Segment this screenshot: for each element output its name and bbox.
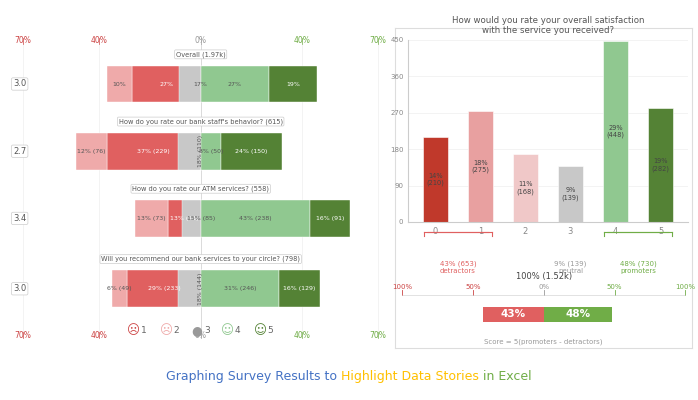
Text: 9% (139)
neutral: 9% (139) neutral bbox=[554, 260, 586, 274]
Text: 2: 2 bbox=[174, 326, 179, 335]
Text: 3.4: 3.4 bbox=[13, 214, 27, 223]
Text: 27%: 27% bbox=[159, 82, 173, 86]
Text: 18%
(275): 18% (275) bbox=[471, 160, 489, 173]
Bar bbox=[178, 133, 201, 170]
Text: 40%: 40% bbox=[294, 36, 311, 45]
Text: 48% (730)
promoters: 48% (730) promoters bbox=[620, 260, 656, 274]
Bar bbox=[127, 270, 201, 307]
Text: 29%
(448): 29% (448) bbox=[607, 125, 625, 138]
Text: 31% (246): 31% (246) bbox=[224, 286, 256, 291]
Bar bbox=[201, 200, 310, 237]
Text: 2.7: 2.7 bbox=[13, 147, 27, 156]
Bar bbox=[544, 307, 611, 322]
Text: 50%: 50% bbox=[607, 284, 623, 290]
Text: 18% (144): 18% (144) bbox=[198, 273, 203, 305]
Bar bbox=[310, 200, 350, 237]
Text: 43% (238): 43% (238) bbox=[239, 216, 272, 221]
Text: 29% (233): 29% (233) bbox=[147, 286, 180, 291]
Text: 13% (71): 13% (71) bbox=[170, 216, 198, 221]
Bar bbox=[76, 133, 107, 170]
Text: Score = 5(promoters - detractors): Score = 5(promoters - detractors) bbox=[484, 338, 603, 345]
Bar bbox=[201, 66, 269, 102]
Text: 15% (85): 15% (85) bbox=[186, 216, 215, 221]
Text: 12% (76): 12% (76) bbox=[77, 149, 106, 154]
Bar bbox=[132, 66, 201, 102]
Bar bbox=[269, 66, 318, 102]
Text: 8% (50): 8% (50) bbox=[199, 149, 223, 154]
Text: ☹: ☹ bbox=[127, 324, 140, 337]
Bar bbox=[603, 41, 628, 222]
Text: 43%: 43% bbox=[500, 310, 526, 320]
Text: 40%: 40% bbox=[294, 331, 311, 340]
Text: 14%
(210): 14% (210) bbox=[426, 173, 445, 186]
Bar bbox=[107, 133, 201, 170]
Text: 43% (653)
detractors: 43% (653) detractors bbox=[440, 260, 476, 274]
Text: 50%: 50% bbox=[465, 284, 481, 290]
Bar bbox=[107, 66, 132, 102]
Text: 6% (49): 6% (49) bbox=[107, 286, 132, 291]
Text: How do you rate our ATM services? (558): How do you rate our ATM services? (558) bbox=[132, 186, 269, 192]
Text: 100%: 100% bbox=[675, 284, 695, 290]
Bar bbox=[201, 133, 223, 170]
Text: 40%: 40% bbox=[91, 36, 107, 45]
Bar bbox=[648, 108, 673, 222]
Text: 4: 4 bbox=[235, 326, 240, 335]
Text: 37% (229): 37% (229) bbox=[138, 149, 170, 154]
Title: How would you rate your overall satisfaction
with the service you received?: How would you rate your overall satisfac… bbox=[452, 16, 644, 35]
Text: 3.0: 3.0 bbox=[13, 284, 27, 293]
Text: Overall (1.97k): Overall (1.97k) bbox=[176, 51, 225, 58]
Bar bbox=[423, 137, 447, 222]
Text: 100% (1.52k): 100% (1.52k) bbox=[516, 272, 572, 281]
Text: Will you recommend our bank services to your circle? (798): Will you recommend our bank services to … bbox=[101, 256, 300, 262]
Text: 18% (110): 18% (110) bbox=[198, 135, 203, 167]
Text: 16% (129): 16% (129) bbox=[283, 286, 315, 291]
Text: 9%
(139): 9% (139) bbox=[562, 187, 579, 201]
Text: How do you rate our bank staff's behavior? (615): How do you rate our bank staff's behavio… bbox=[119, 118, 283, 125]
Bar bbox=[201, 133, 221, 170]
Text: 5: 5 bbox=[267, 326, 274, 335]
Text: 16% (91): 16% (91) bbox=[315, 216, 344, 221]
Text: 0%: 0% bbox=[195, 331, 207, 340]
Bar bbox=[135, 200, 168, 237]
Text: 0%: 0% bbox=[538, 284, 549, 290]
Bar bbox=[201, 270, 223, 307]
Bar bbox=[483, 307, 544, 322]
Text: 13% (73): 13% (73) bbox=[137, 216, 165, 221]
Text: 3: 3 bbox=[204, 326, 210, 335]
Text: 40%: 40% bbox=[91, 331, 107, 340]
Text: 24% (150): 24% (150) bbox=[235, 149, 267, 154]
Bar bbox=[168, 200, 201, 237]
Text: ☺: ☺ bbox=[221, 324, 234, 337]
Text: ☺: ☺ bbox=[254, 324, 267, 337]
Text: 19%: 19% bbox=[286, 82, 300, 86]
Text: 3.0: 3.0 bbox=[13, 80, 27, 88]
Bar bbox=[181, 200, 201, 237]
Bar bbox=[279, 270, 320, 307]
Bar bbox=[201, 200, 220, 237]
Text: 27%: 27% bbox=[228, 82, 242, 86]
Bar bbox=[513, 154, 537, 222]
Text: Graphing Survey Results to: Graphing Survey Results to bbox=[166, 370, 341, 382]
Text: 70%: 70% bbox=[15, 331, 31, 340]
Bar bbox=[112, 270, 127, 307]
Bar bbox=[201, 270, 279, 307]
Text: ●: ● bbox=[191, 324, 202, 337]
Text: ☹: ☹ bbox=[160, 324, 173, 337]
Text: 0%: 0% bbox=[195, 36, 207, 45]
Text: Highlight Data Stories: Highlight Data Stories bbox=[341, 370, 479, 382]
Bar bbox=[178, 270, 201, 307]
Text: 11%
(168): 11% (168) bbox=[517, 181, 535, 195]
Bar bbox=[179, 66, 201, 102]
Text: 70%: 70% bbox=[15, 36, 31, 45]
Text: 48%: 48% bbox=[565, 310, 591, 320]
Bar bbox=[468, 111, 493, 222]
Text: 19%
(282): 19% (282) bbox=[651, 158, 669, 172]
Text: 70%: 70% bbox=[370, 331, 387, 340]
Text: 100%: 100% bbox=[392, 284, 413, 290]
Text: 70%: 70% bbox=[370, 36, 387, 45]
Text: 17%: 17% bbox=[194, 82, 207, 86]
Bar bbox=[221, 133, 282, 170]
Bar bbox=[558, 166, 583, 222]
Text: in Excel: in Excel bbox=[479, 370, 532, 382]
Text: 10%: 10% bbox=[112, 82, 126, 86]
